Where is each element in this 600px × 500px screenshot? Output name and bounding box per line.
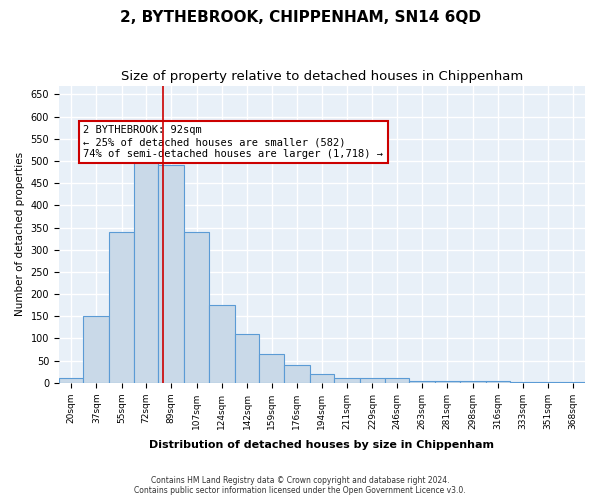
Bar xyxy=(360,378,385,383)
Bar xyxy=(536,382,560,383)
Bar xyxy=(83,316,109,383)
Bar xyxy=(134,152,158,383)
Bar xyxy=(158,166,184,383)
Bar xyxy=(460,380,485,383)
Bar xyxy=(485,380,510,383)
Bar xyxy=(385,378,409,383)
Text: 2, BYTHEBROOK, CHIPPENHAM, SN14 6QD: 2, BYTHEBROOK, CHIPPENHAM, SN14 6QD xyxy=(119,10,481,25)
Bar xyxy=(334,378,360,383)
Title: Size of property relative to detached houses in Chippenham: Size of property relative to detached ho… xyxy=(121,70,523,83)
Text: 2 BYTHEBROOK: 92sqm
← 25% of detached houses are smaller (582)
74% of semi-detac: 2 BYTHEBROOK: 92sqm ← 25% of detached ho… xyxy=(83,126,383,158)
Bar xyxy=(435,380,460,383)
Bar xyxy=(209,305,235,383)
Bar xyxy=(184,232,209,383)
Bar xyxy=(59,378,83,383)
Bar xyxy=(310,374,334,383)
Bar xyxy=(284,365,310,383)
Bar xyxy=(259,354,284,383)
Bar xyxy=(409,380,435,383)
Text: Contains HM Land Registry data © Crown copyright and database right 2024.
Contai: Contains HM Land Registry data © Crown c… xyxy=(134,476,466,495)
Bar xyxy=(235,334,259,383)
Bar xyxy=(109,232,134,383)
Y-axis label: Number of detached properties: Number of detached properties xyxy=(15,152,25,316)
Bar xyxy=(510,382,536,383)
Bar xyxy=(560,382,585,383)
X-axis label: Distribution of detached houses by size in Chippenham: Distribution of detached houses by size … xyxy=(149,440,494,450)
